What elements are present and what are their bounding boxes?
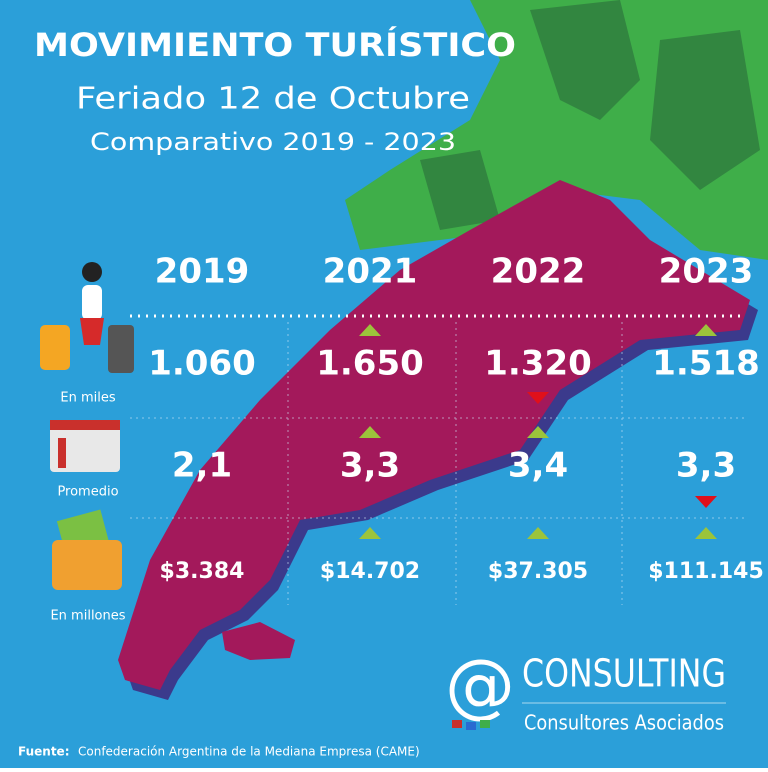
trend-up (359, 426, 381, 438)
column-header: 2022 (491, 252, 586, 292)
logo-symbol: @ (445, 644, 515, 726)
icon-traveler (40, 262, 134, 373)
column-header: 2019 (155, 252, 250, 292)
logo-tagline: Consultores Asociados (524, 711, 724, 735)
logo: @ CONSULTING Consultores Asociados (445, 644, 726, 735)
footer-source: Confederación Argentina de la Mediana Em… (78, 745, 420, 759)
row-label: En miles (60, 391, 115, 406)
logo-name: CONSULTING (522, 652, 726, 696)
cell-value: 1.320 (484, 344, 592, 384)
cell-value: 3,3 (340, 446, 400, 486)
cell-value: 3,3 (676, 446, 736, 486)
cell-value: 1.650 (316, 344, 424, 384)
title: MOVIMIENTO TURÍSTICO (34, 26, 516, 64)
cell-value: 3,4 (508, 446, 568, 486)
cell-value: 1.060 (148, 344, 256, 384)
trend-up (695, 527, 717, 539)
row-label: Promedio (57, 485, 118, 500)
cell-value: $14.702 (320, 559, 420, 584)
column-header: 2021 (323, 252, 418, 292)
row-label: En millones (50, 609, 125, 624)
trend-up (695, 324, 717, 336)
map (118, 180, 758, 700)
grid (130, 322, 745, 605)
trend-up (527, 527, 549, 539)
icon-calendar (50, 420, 120, 472)
cell-value: 2,1 (172, 446, 232, 486)
footer-label: Fuente: (18, 745, 70, 759)
trend-up (359, 527, 381, 539)
icon-wallet (52, 509, 122, 590)
cell-value: $37.305 (488, 559, 588, 584)
artwork (345, 0, 768, 260)
cell-value: $3.384 (160, 559, 245, 584)
cell-value: $111.145 (648, 559, 764, 584)
trend-up (359, 324, 381, 336)
column-header: 2023 (659, 252, 754, 292)
trend-down (527, 392, 549, 404)
subtitle: Feriado 12 de Octubre (76, 82, 470, 117)
cell-value: 1.518 (652, 344, 760, 384)
period: Comparativo 2019 - 2023 (90, 128, 456, 156)
trend-down (695, 496, 717, 508)
trend-up (527, 426, 549, 438)
